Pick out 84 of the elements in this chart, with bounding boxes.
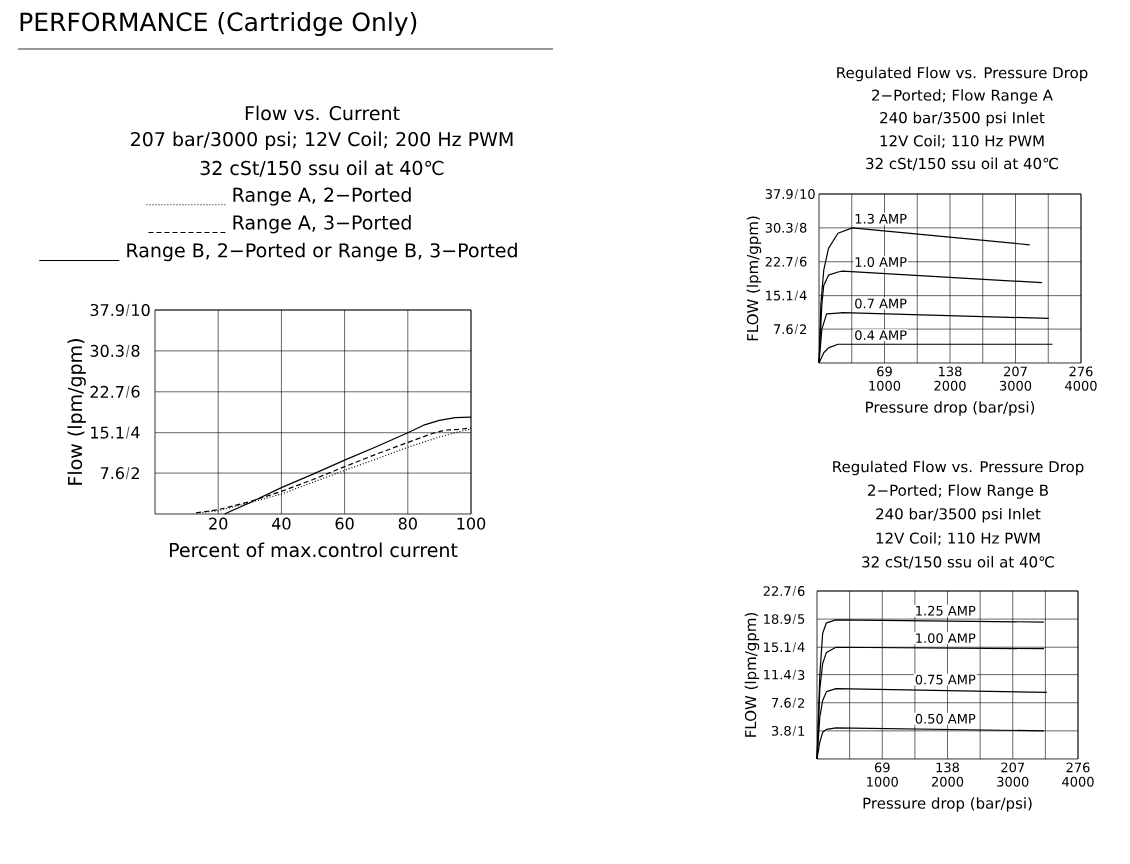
- y2-tick-label: 6: [131, 385, 140, 398]
- text: 240 bar/3500 psi Inlet: [876, 507, 1041, 523]
- x2-tick-label: 1000: [869, 380, 901, 391]
- series-label: 1.00 AMP: [916, 633, 976, 644]
- legend-label: Range A, 2−Ported: [233, 187, 411, 206]
- chart-subtitle: 2−Ported; Flow Range B: [868, 484, 1048, 499]
- series-label: 0.50 AMP: [915, 713, 976, 724]
- series-label: 0.7 AMP: [855, 298, 907, 309]
- y2-tick-label: 4: [797, 642, 805, 652]
- y2-tick-label: 2: [798, 698, 805, 708]
- x-tick-label: 276: [1069, 366, 1093, 377]
- y-tick-label: 22.7: [763, 586, 791, 596]
- text: 12V Coil; 110 Hz PWM: [876, 532, 1040, 546]
- x2-tick-label: 2000: [931, 776, 964, 787]
- x2-tick-label: 3000: [999, 380, 1032, 391]
- y2-tick-label: 4: [799, 290, 807, 301]
- y-tick-label: 15.1: [764, 642, 791, 653]
- y2-tick-label: 2: [800, 324, 807, 335]
- y-axis-title: Flow (lpm/gpm): [67, 339, 86, 485]
- text: 32 cSt/150 ssu oil at 40℃: [200, 160, 444, 177]
- chart-title: Regulated Flow vs. Pressure Drop: [833, 460, 1084, 476]
- y-axis-title: FLOW (lpm/gpm): [744, 612, 760, 737]
- y-tick-label: 30.3: [90, 344, 124, 357]
- x-tick-label: 138: [939, 366, 962, 377]
- y-tick-label: 3.8: [771, 725, 791, 736]
- y-tick-label: 7.6: [772, 697, 791, 708]
- x-tick-label: 138: [936, 762, 960, 773]
- x2-tick-label: 1000: [867, 776, 898, 787]
- x-tick-label: 40: [272, 517, 291, 530]
- x-tick-label: 207: [1004, 366, 1027, 377]
- y-tick-label: 11.4: [764, 669, 791, 680]
- y2-tick-label: 8: [799, 222, 807, 233]
- y-tick-label: 30.3: [765, 222, 793, 233]
- y-tick-label: 15.1: [91, 426, 124, 439]
- series-label: 0.4 AMP: [855, 330, 907, 341]
- y2-tick-label: 10: [132, 303, 150, 317]
- y2-tick-label: 3: [798, 670, 805, 680]
- y-tick-label: 22.7: [90, 385, 124, 398]
- x-tick-label: 207: [1001, 762, 1025, 773]
- x-tick-label: 69: [874, 762, 890, 773]
- y2-tick-label: 8: [131, 344, 140, 357]
- text: 240 bar/3500 psi Inlet: [880, 111, 1045, 127]
- series-label: 1.25 AMP: [916, 605, 976, 616]
- y-tick-label: 22.7: [765, 256, 793, 267]
- y2-tick-label: 2: [131, 467, 139, 480]
- x2-tick-label: 4000: [1065, 380, 1097, 391]
- x-tick-label: 69: [877, 366, 892, 377]
- y-tick-label: 37.9: [765, 189, 793, 199]
- x-tick-label: 20: [209, 517, 228, 530]
- x2-tick-label: 3000: [997, 776, 1029, 787]
- y-axis-title: FLOW (lpm/gpm): [746, 216, 762, 341]
- x-axis-title: Percent of max.control current: [169, 542, 458, 558]
- chart-title: Flow vs. Current: [245, 105, 400, 121]
- x-tick-label: 100: [457, 517, 486, 530]
- chart-subtitle: 207 bar/3000 psi; 12V Coil; 200 Hz PWM: [131, 131, 513, 150]
- legend-label: Range A, 3−Ported: [233, 215, 411, 234]
- y-tick-label: 7.6: [100, 467, 124, 480]
- text: 12V Coil; 110 Hz PWM: [880, 134, 1044, 149]
- chart-title: Regulated Flow vs. Pressure Drop: [837, 66, 1088, 82]
- y2-tick-label: 4: [131, 426, 140, 439]
- y2-tick-label: 6: [799, 256, 807, 267]
- text: PERFORMANCE (Cartridge Only): [20, 11, 417, 37]
- y2-tick-label: 6: [797, 586, 805, 596]
- y-tick-label: 15.1: [766, 290, 793, 301]
- x-tick-label: 60: [335, 517, 354, 530]
- x-tick-label: 80: [398, 517, 417, 530]
- series-label: 1.3 AMP: [855, 213, 907, 224]
- y2-tick-label: 1: [798, 726, 805, 736]
- x-axis-title: Pressure drop (bar/psi): [863, 797, 1032, 812]
- text: 32 cSt/150 ssu oil at 40℃: [866, 157, 1058, 171]
- legend-label: Range B, 2−Ported or Range B, 3−Ported: [127, 242, 517, 262]
- y2-tick-label: 5: [798, 614, 805, 624]
- y-tick-label: 37.9: [90, 303, 124, 317]
- x-tick-label: 276: [1066, 762, 1090, 773]
- chart-subtitle: 2−Ported; Flow Range A: [872, 89, 1053, 104]
- x2-tick-label: 4000: [1062, 776, 1094, 787]
- x2-tick-label: 2000: [934, 380, 966, 391]
- text: 32 cSt/150 ssu oil at 40℃: [862, 556, 1054, 569]
- y-tick-label: 18.9: [764, 614, 791, 625]
- y-tick-label: 7.6: [774, 324, 793, 335]
- x-axis-title: Pressure drop (bar/psi): [866, 401, 1035, 416]
- y2-tick-label: 10: [800, 189, 815, 199]
- series-label: 1.0 AMP: [855, 257, 907, 267]
- series-label: 0.75 AMP: [915, 674, 976, 685]
